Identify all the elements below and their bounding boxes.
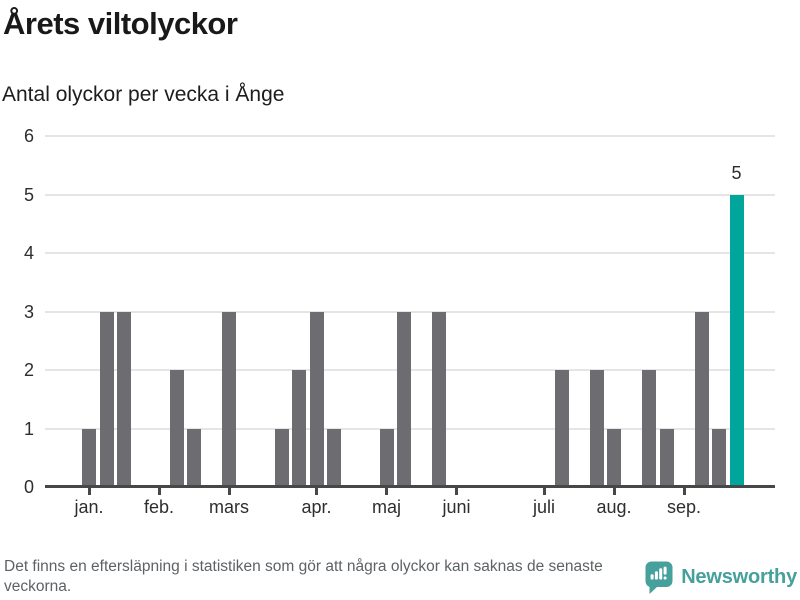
x-axis-month-label-feb: feb. xyxy=(143,497,175,517)
x-axis-month-label-mars: mars xyxy=(209,497,249,517)
bar-week-14 xyxy=(309,311,324,487)
bar-week-2 xyxy=(99,311,114,487)
bar-value-label: 5 xyxy=(731,162,742,183)
bar-week-30 xyxy=(589,370,604,487)
x-axis-tick-aug xyxy=(612,488,616,495)
x-axis-tick-maj xyxy=(385,488,388,495)
bar-week-9 xyxy=(222,311,236,487)
x-axis-month-label-aug: aug. xyxy=(596,497,632,517)
gridline-y-4 xyxy=(45,252,775,254)
newsworthy-logo: Newsworthy xyxy=(645,560,797,594)
x-axis-month-label-juli: juli xyxy=(532,497,555,517)
bar-week-15 xyxy=(327,428,341,487)
y-axis-tick-label-0: 0 xyxy=(23,477,34,497)
x-axis-tick-mars xyxy=(227,488,231,495)
x-axis-tick-juli xyxy=(542,488,546,495)
x-axis-line xyxy=(45,485,775,488)
bar-week-19 xyxy=(397,311,411,487)
bar-week-31 xyxy=(607,428,621,487)
chart-subtitle: Antal olyckor per vecka i Ånge xyxy=(2,83,285,106)
y-axis-tick-label-2: 2 xyxy=(23,360,34,380)
x-axis-month-label-apr: apr. xyxy=(301,497,332,517)
newsworthy-speech-bubble-chart-icon xyxy=(645,561,673,594)
y-axis-tick-label-5: 5 xyxy=(23,184,34,205)
gridline-y-6 xyxy=(45,135,775,137)
y-axis-tick-label-6: 6 xyxy=(23,126,34,146)
y-axis-tick-label-4: 4 xyxy=(23,243,34,263)
x-axis-month-label-maj: maj xyxy=(371,497,401,517)
bar-week-1 xyxy=(82,428,96,487)
bar-week-13 xyxy=(292,370,306,487)
bar-week-28 xyxy=(554,370,569,487)
bar-week-38-highlighted xyxy=(729,194,744,487)
bar-week-33 xyxy=(642,370,656,487)
bar-week-21 xyxy=(432,311,446,487)
footer-disclaimer: Det finns en eftersläpning i statistiken… xyxy=(4,558,603,595)
bar-week-36 xyxy=(694,311,709,487)
x-axis-month-label-juni: juni xyxy=(442,497,471,517)
x-axis-month-label-jan: jan. xyxy=(74,497,104,517)
gridline-y-5 xyxy=(45,193,775,196)
x-axis-tick-jan xyxy=(87,488,91,495)
newsworthy-wordmark: Newsworthy xyxy=(681,565,797,588)
y-axis-tick-label-1: 1 xyxy=(23,418,34,439)
chart-title: Årets viltolyckor xyxy=(3,6,238,41)
bar-week-12 xyxy=(274,428,289,487)
x-axis-month-label-sep: sep. xyxy=(666,497,702,517)
x-axis-tick-feb xyxy=(157,488,161,495)
bar-week-18 xyxy=(379,428,394,487)
y-axis-tick-label-3: 3 xyxy=(23,301,34,322)
x-axis-tick-juni xyxy=(455,488,458,495)
bar-week-3 xyxy=(117,311,131,487)
x-axis-tick-apr xyxy=(315,488,318,495)
bar-week-7 xyxy=(187,428,201,487)
bar-week-6 xyxy=(169,370,184,487)
bar-week-37 xyxy=(712,428,726,487)
x-axis-tick-sep xyxy=(682,488,686,495)
bar-week-34 xyxy=(659,428,674,487)
